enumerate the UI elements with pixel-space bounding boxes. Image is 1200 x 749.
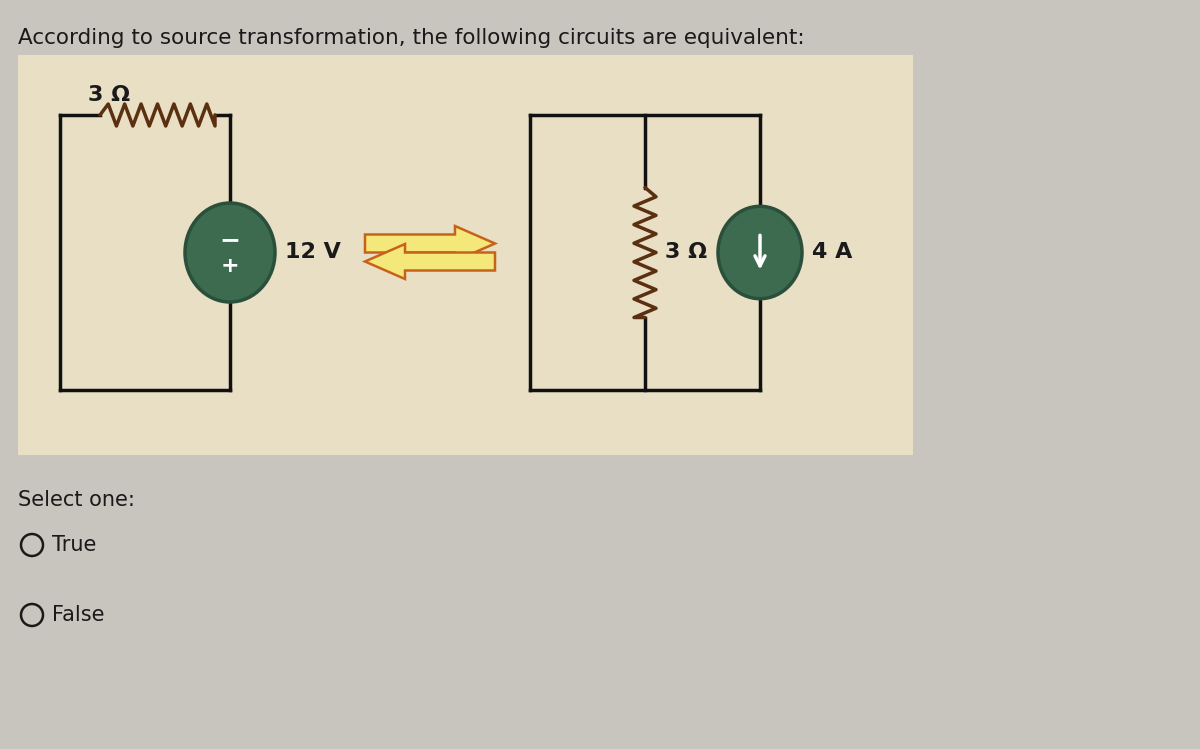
FancyArrow shape — [365, 244, 496, 279]
Text: 3 Ω: 3 Ω — [88, 85, 130, 105]
Text: 3 Ω: 3 Ω — [665, 243, 707, 262]
Text: Select one:: Select one: — [18, 490, 134, 510]
Text: 12 V: 12 V — [286, 243, 341, 262]
Text: True: True — [52, 535, 96, 555]
Text: 4 A: 4 A — [812, 243, 852, 262]
Text: According to source transformation, the following circuits are equivalent:: According to source transformation, the … — [18, 28, 805, 48]
Text: False: False — [52, 605, 104, 625]
Ellipse shape — [185, 203, 275, 302]
FancyBboxPatch shape — [18, 55, 913, 455]
FancyArrow shape — [365, 226, 496, 261]
Text: −: − — [220, 228, 240, 252]
Ellipse shape — [718, 206, 802, 299]
Text: +: + — [221, 256, 239, 276]
